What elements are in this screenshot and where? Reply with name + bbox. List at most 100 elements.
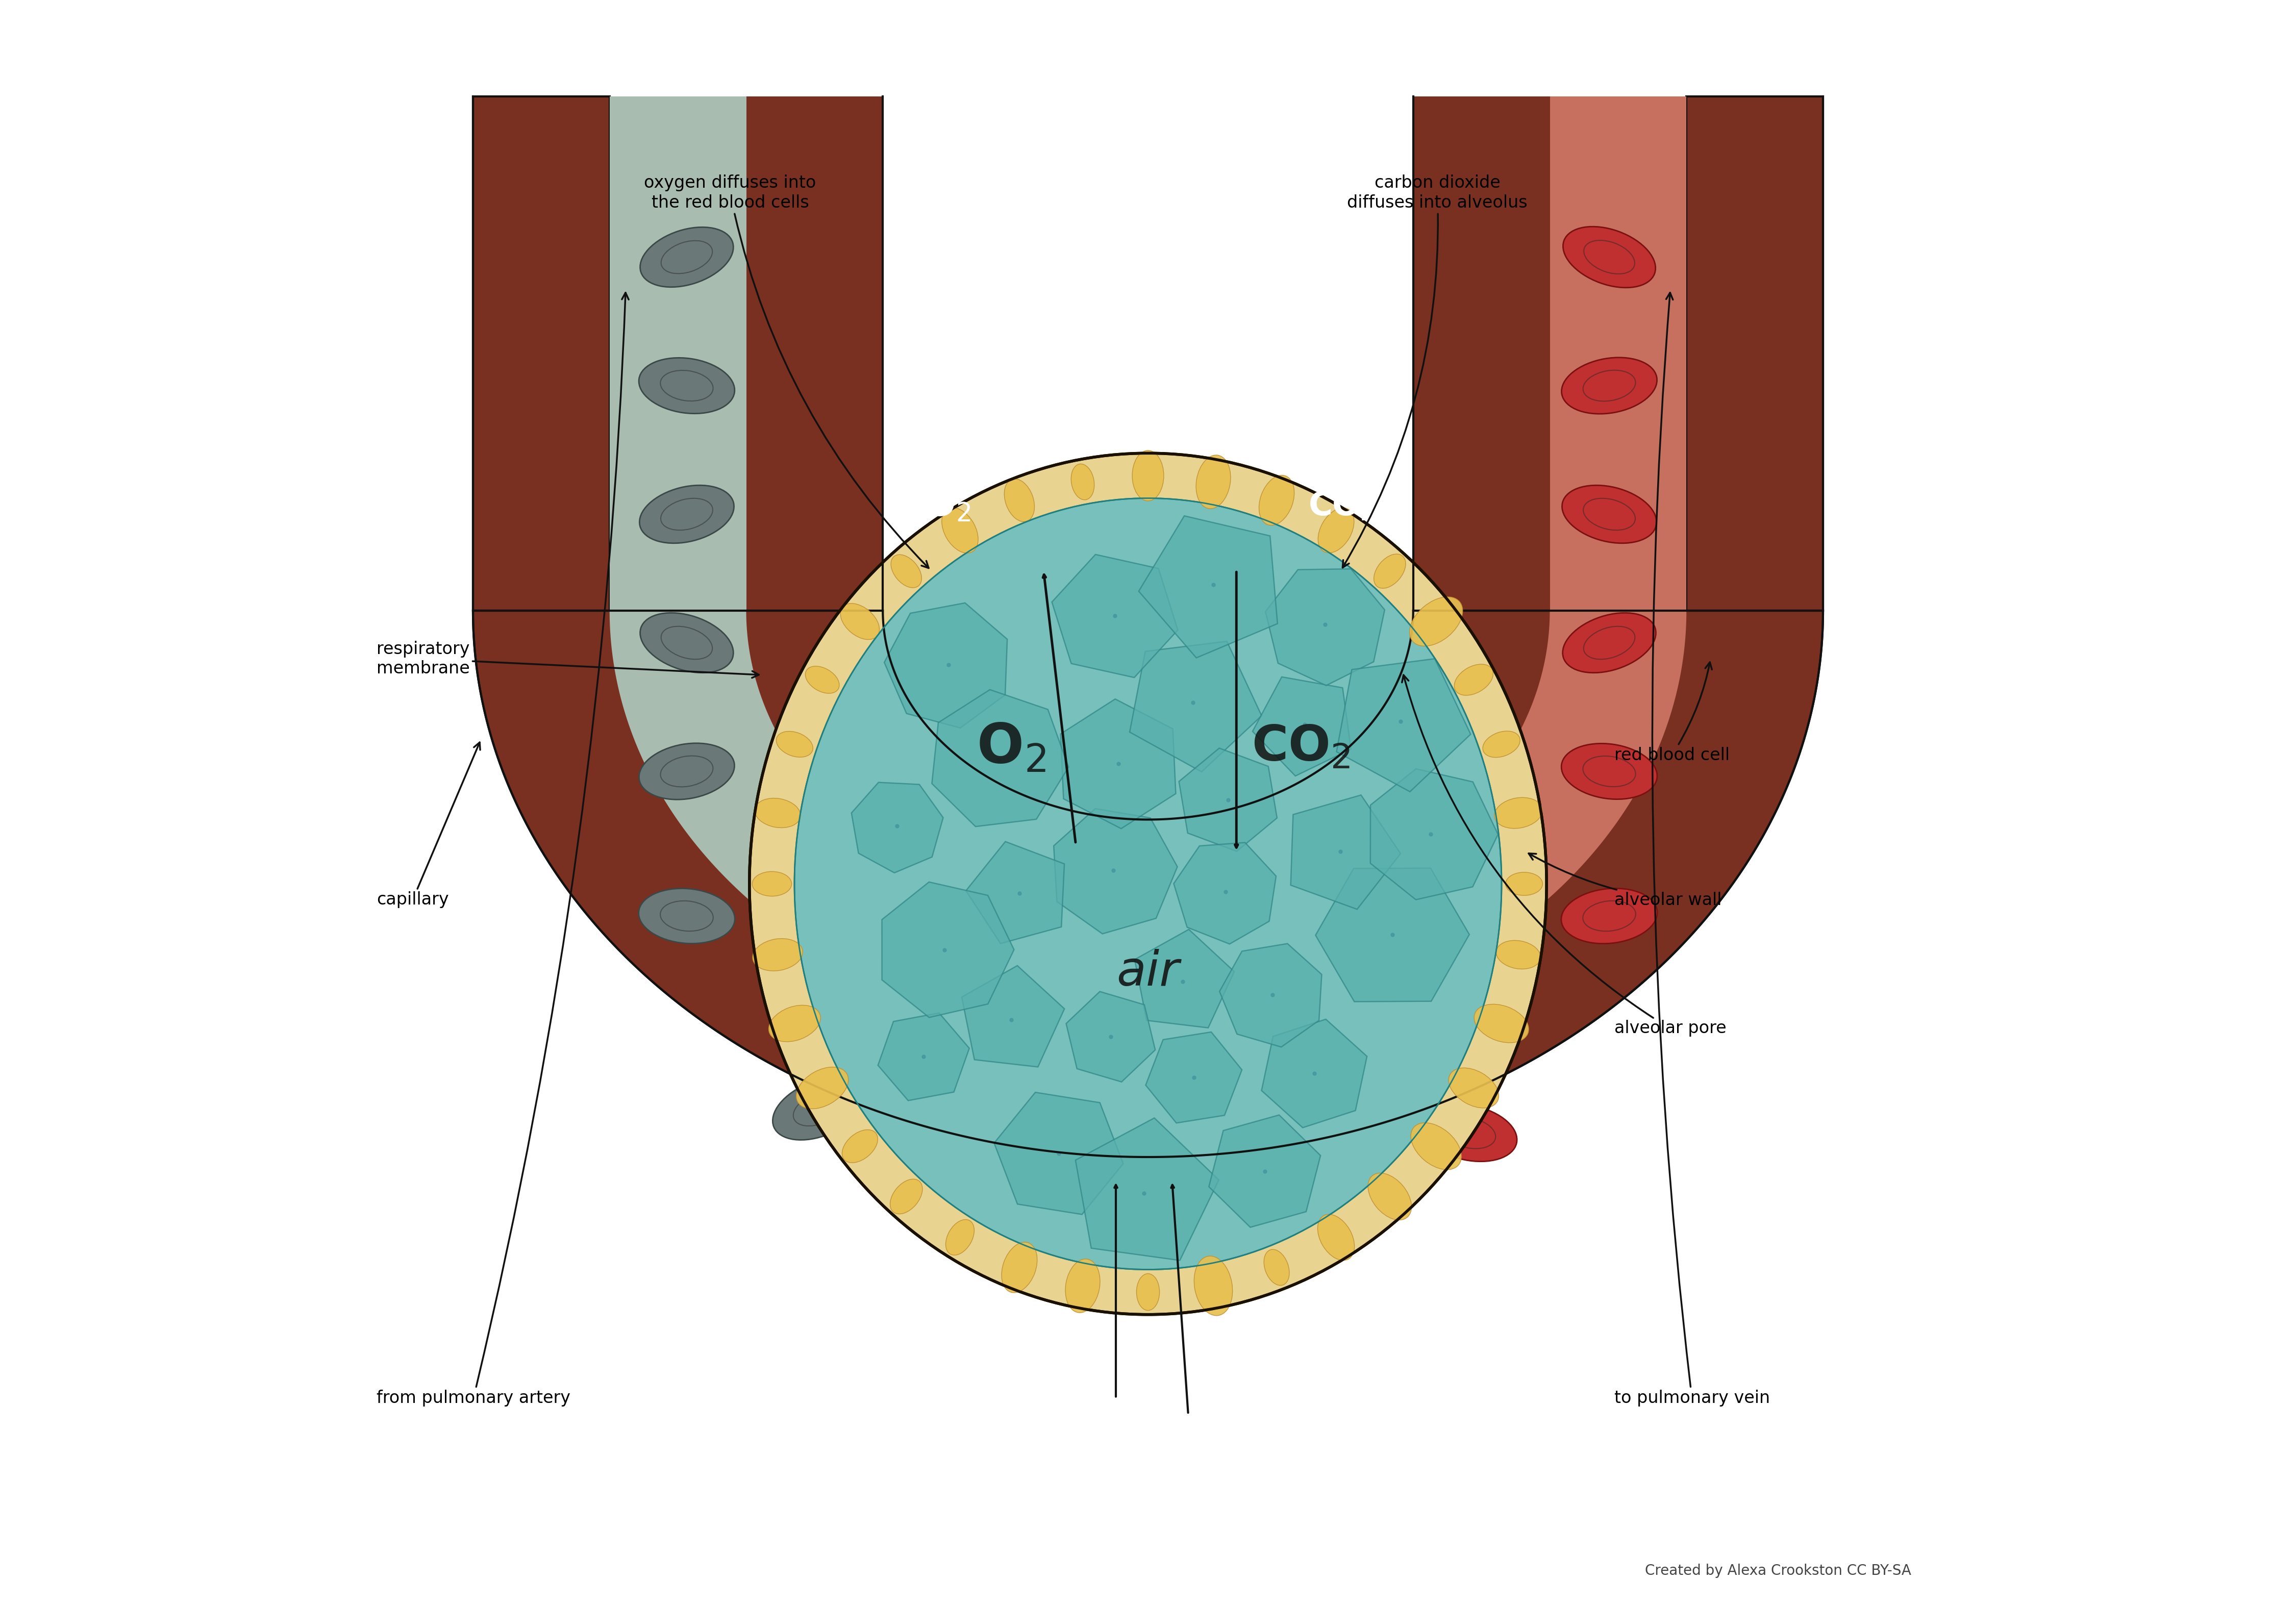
Ellipse shape	[843, 1130, 877, 1163]
Ellipse shape	[641, 612, 732, 673]
Ellipse shape	[797, 1067, 847, 1109]
Ellipse shape	[1196, 455, 1231, 509]
Polygon shape	[1075, 1118, 1219, 1260]
Polygon shape	[1265, 569, 1384, 686]
Text: to pulmonary vein: to pulmonary vein	[1614, 292, 1770, 1406]
Polygon shape	[1254, 677, 1350, 776]
Ellipse shape	[641, 227, 732, 288]
Polygon shape	[1336, 659, 1472, 792]
Polygon shape	[1261, 1019, 1366, 1128]
Ellipse shape	[1564, 612, 1655, 673]
Polygon shape	[1316, 868, 1469, 1001]
Ellipse shape	[753, 938, 804, 971]
Ellipse shape	[1453, 664, 1492, 696]
Ellipse shape	[1449, 1069, 1499, 1107]
Ellipse shape	[774, 1078, 863, 1139]
Ellipse shape	[1506, 873, 1543, 895]
Ellipse shape	[1003, 479, 1035, 522]
Ellipse shape	[1421, 1104, 1518, 1162]
Polygon shape	[1065, 992, 1155, 1082]
Ellipse shape	[1302, 1086, 1396, 1147]
Polygon shape	[1371, 768, 1497, 900]
Ellipse shape	[1561, 889, 1658, 943]
Ellipse shape	[1497, 940, 1541, 969]
Text: oxygen diffuses into
the red blood cells: oxygen diffuses into the red blood cells	[645, 175, 928, 567]
Text: alveolar wall: alveolar wall	[1529, 853, 1722, 908]
Text: air: air	[1116, 950, 1180, 995]
Ellipse shape	[1410, 1123, 1460, 1170]
Ellipse shape	[891, 1180, 923, 1213]
Ellipse shape	[1263, 1249, 1290, 1286]
Polygon shape	[877, 1012, 969, 1101]
Polygon shape	[1052, 554, 1178, 678]
Polygon shape	[852, 783, 944, 873]
Text: CO$_2$: CO$_2$	[1251, 723, 1350, 771]
Ellipse shape	[1065, 1258, 1100, 1313]
Ellipse shape	[1132, 450, 1164, 501]
Ellipse shape	[638, 358, 735, 413]
Ellipse shape	[1564, 227, 1655, 288]
Polygon shape	[1290, 795, 1401, 910]
Ellipse shape	[1194, 1257, 1233, 1316]
Ellipse shape	[769, 1006, 820, 1041]
Ellipse shape	[1474, 1004, 1529, 1043]
Polygon shape	[1414, 96, 1550, 611]
Ellipse shape	[753, 871, 792, 897]
Polygon shape	[1139, 516, 1277, 657]
Ellipse shape	[941, 508, 978, 553]
Polygon shape	[882, 882, 1015, 1017]
Ellipse shape	[806, 667, 840, 693]
Polygon shape	[1173, 842, 1277, 943]
Ellipse shape	[1258, 476, 1295, 525]
Polygon shape	[1054, 808, 1178, 934]
Polygon shape	[611, 96, 746, 611]
Ellipse shape	[638, 889, 735, 943]
Polygon shape	[1210, 1115, 1320, 1228]
Polygon shape	[1146, 1032, 1242, 1123]
Text: Created by Alexa Crookston CC BY-SA: Created by Alexa Crookston CC BY-SA	[1646, 1564, 1910, 1578]
Text: red blood cell: red blood cell	[1614, 662, 1729, 763]
Ellipse shape	[638, 742, 735, 800]
Ellipse shape	[1072, 464, 1095, 500]
Polygon shape	[967, 842, 1065, 943]
Ellipse shape	[891, 1088, 987, 1146]
Polygon shape	[1219, 943, 1322, 1048]
Polygon shape	[746, 96, 882, 611]
Ellipse shape	[1483, 731, 1520, 757]
Ellipse shape	[1318, 508, 1355, 553]
Text: from pulmonary artery: from pulmonary artery	[377, 292, 629, 1406]
Polygon shape	[932, 689, 1068, 826]
Polygon shape	[994, 1093, 1123, 1215]
Ellipse shape	[794, 498, 1502, 1270]
Polygon shape	[473, 611, 1823, 1157]
Polygon shape	[1685, 96, 1823, 611]
Ellipse shape	[1495, 797, 1543, 829]
Polygon shape	[962, 966, 1065, 1067]
Ellipse shape	[1561, 744, 1658, 799]
Text: respiratory
membrane: respiratory membrane	[377, 641, 760, 678]
Polygon shape	[1130, 641, 1261, 771]
Text: CO$_2$: CO$_2$	[1309, 490, 1373, 522]
Text: O$_2$: O$_2$	[923, 489, 971, 524]
Ellipse shape	[1368, 1173, 1412, 1220]
Ellipse shape	[946, 1220, 974, 1255]
Polygon shape	[884, 603, 1008, 728]
Ellipse shape	[641, 485, 735, 543]
Ellipse shape	[840, 604, 879, 640]
Polygon shape	[1061, 699, 1176, 829]
Polygon shape	[1134, 929, 1235, 1028]
Ellipse shape	[1137, 1274, 1159, 1310]
Ellipse shape	[891, 554, 921, 588]
Ellipse shape	[748, 453, 1548, 1315]
Ellipse shape	[1561, 485, 1655, 543]
Polygon shape	[1178, 749, 1277, 852]
Ellipse shape	[1001, 1242, 1038, 1292]
Text: O$_2$: O$_2$	[976, 720, 1047, 775]
Text: alveolar pore: alveolar pore	[1403, 675, 1727, 1037]
Polygon shape	[473, 96, 611, 611]
Ellipse shape	[1410, 596, 1463, 646]
Text: capillary: capillary	[377, 742, 480, 908]
Text: carbon dioxide
diffuses into alveolus: carbon dioxide diffuses into alveolus	[1343, 175, 1527, 567]
Ellipse shape	[1373, 554, 1405, 588]
Ellipse shape	[1318, 1215, 1355, 1260]
